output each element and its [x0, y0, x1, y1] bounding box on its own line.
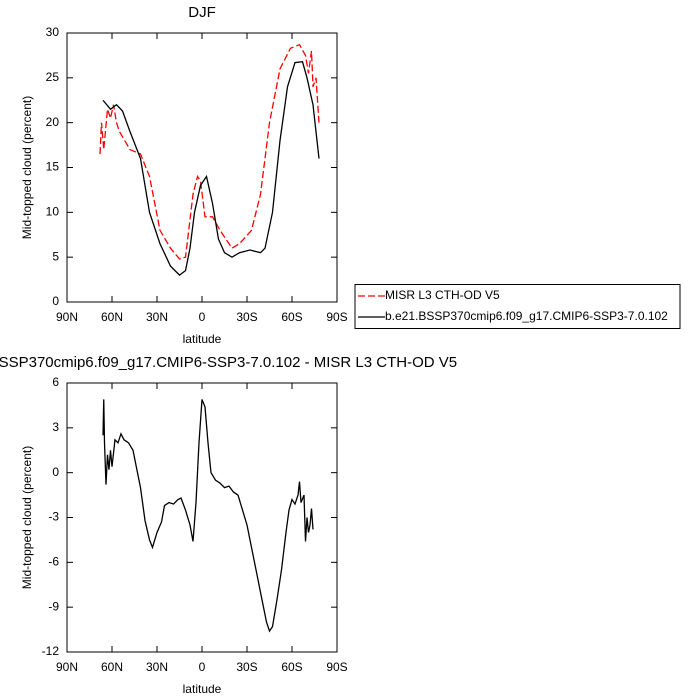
x-tick-label: 90S [326, 660, 347, 674]
x-tick-label: 60N [101, 310, 123, 324]
y-tick-label: 5 [52, 249, 59, 263]
y-tick-label: 0 [52, 465, 59, 479]
x-tick-label: 90N [56, 660, 78, 674]
x-tick-label: 60N [101, 660, 123, 674]
x-tick-label: 30N [146, 660, 168, 674]
legend-label: b.e21.BSSP370cmip6.f09_g17.CMIP6-SSP3-7.… [385, 309, 668, 323]
x-tick-label: 0 [199, 660, 206, 674]
legend-box [354, 284, 681, 329]
chart-title: b.e21.BSSP370cmip6.f09_g17.CMIP6-SSP3-7.… [0, 354, 457, 371]
x-tick-label: 30S [236, 310, 257, 324]
y-tick-label: 15 [46, 160, 60, 174]
y-axis-label: Mid-topped cloud (percent) [20, 446, 34, 589]
y-tick-label: 20 [46, 115, 60, 129]
y-tick-label: 3 [52, 420, 59, 434]
x-tick-label: 0 [199, 310, 206, 324]
data-line [102, 399, 314, 633]
y-tick-label: -6 [48, 555, 59, 569]
y-tick-label: 25 [46, 70, 60, 84]
y-tick-label: -9 [48, 599, 59, 613]
plot-frame [66, 382, 338, 653]
x-axis-label: latitude [183, 332, 222, 346]
legend: MISR L3 CTH-OD V5 b.e21.BSSP370cmip6.f09_… [354, 284, 681, 329]
y-tick-label: 10 [46, 205, 60, 219]
x-tick-label: 60S [281, 310, 302, 324]
plot-frame [66, 32, 338, 303]
x-axis-label: latitude [183, 682, 222, 696]
chart-title: DJF [188, 4, 216, 21]
x-tick-label: 60S [281, 660, 302, 674]
y-axis-label: Mid-topped cloud (percent) [20, 96, 34, 239]
x-tick-label: 90N [56, 310, 78, 324]
legend-label: MISR L3 CTH-OD V5 [385, 288, 500, 302]
y-tick-label: 0 [52, 294, 59, 308]
x-tick-label: 30S [236, 660, 257, 674]
x-tick-label: 90S [326, 310, 347, 324]
y-tick-label: -3 [48, 510, 59, 524]
data-line [102, 60, 320, 276]
y-tick-label: -12 [42, 644, 60, 658]
data-line [99, 43, 320, 260]
y-tick-label: 6 [52, 375, 59, 389]
y-tick-label: 30 [46, 25, 60, 39]
x-tick-label: 30N [146, 310, 168, 324]
